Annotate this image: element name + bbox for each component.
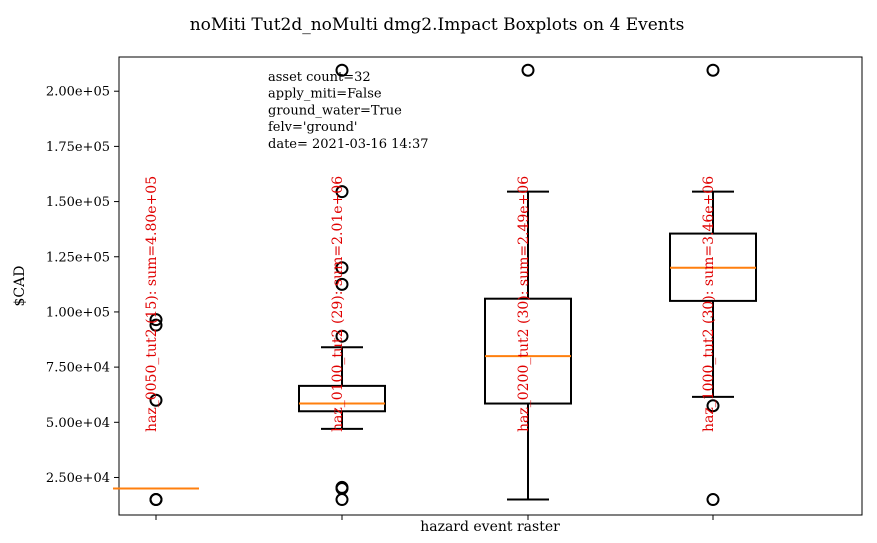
box-series-group: haz_0050_tut2 (15): sum=4.80e+05 haz_0100… <box>113 63 757 507</box>
x-axis <box>155 515 714 520</box>
y-axis: 2.50e+04 5.00e+04 7.50e+04 1.00e+05 1.25e+05… <box>46 85 119 486</box>
outlier-point <box>149 493 163 507</box>
plot-area <box>118 56 863 516</box>
outlier-point <box>335 329 349 343</box>
series-label: haz_1000_tut2 (30): sum=3.46e+06 <box>701 176 717 432</box>
outlier-point <box>706 399 720 413</box>
outlier-point <box>706 63 720 77</box>
outlier-point <box>335 261 349 275</box>
y-tick-label: 1.50e+05 <box>46 195 110 210</box>
y-tick-label: 2.00e+05 <box>46 85 110 100</box>
outlier-point <box>706 493 720 507</box>
info-annotation: asset count=32 apply_miti=Falseground_wat… <box>268 70 429 152</box>
annotation-line: felv='ground' <box>268 120 357 135</box>
outlier-point <box>335 277 349 291</box>
outlier-point <box>335 185 349 199</box>
series-label: haz_0050_tut2 (15): sum=4.80e+05 <box>144 176 160 432</box>
y-tick-label: 1.75e+05 <box>46 140 110 155</box>
x-axis-label: hazard event raster <box>420 519 560 535</box>
series-label: haz_0100_tut2 (29): sum=2.01e+06 <box>330 176 346 432</box>
box-body <box>484 297 572 405</box>
outlier-point <box>149 393 163 407</box>
y-tick-label: 5.00e+04 <box>46 416 110 431</box>
annotation-line: apply_miti=False <box>268 87 382 102</box>
box-body <box>298 384 386 413</box>
box-4: haz_1000_tut2 (30): sum=3.46e+06 <box>669 63 757 507</box>
outlier-point <box>149 313 163 327</box>
outlier-point <box>335 493 349 507</box>
series-label: haz_0200_tut2 (30): sum=2.49e+06 <box>516 176 532 432</box>
outlier-point <box>521 63 535 77</box>
y-axis-label: $CAD <box>12 266 28 307</box>
y-tick-label: 1.00e+05 <box>46 305 110 320</box>
annotation-line: ground_water=True <box>268 103 402 118</box>
chart-title: noMiti Tut2d_noMulti dmg2.Impact Boxplot… <box>190 15 685 35</box>
outlier-point <box>149 318 163 332</box>
y-tick-label: 7.50e+04 <box>46 361 110 376</box>
box-2: haz_0100_tut2 (29): sum=2.01e+06 <box>298 63 386 507</box>
box-1: haz_0050_tut2 (15): sum=4.80e+05 <box>113 176 199 507</box>
y-tick-label: 2.50e+04 <box>46 471 110 486</box>
outlier-point <box>335 480 349 494</box>
annotation-line: date= 2021-03-16 14:37 <box>268 137 429 152</box>
outlier-point <box>335 63 349 77</box>
annotation-line: asset count=32 <box>268 70 371 85</box>
box-3: haz_0200_tut2 (30): sum=2.49e+06 <box>484 63 572 501</box>
y-tick-label: 1.25e+05 <box>46 250 110 265</box>
